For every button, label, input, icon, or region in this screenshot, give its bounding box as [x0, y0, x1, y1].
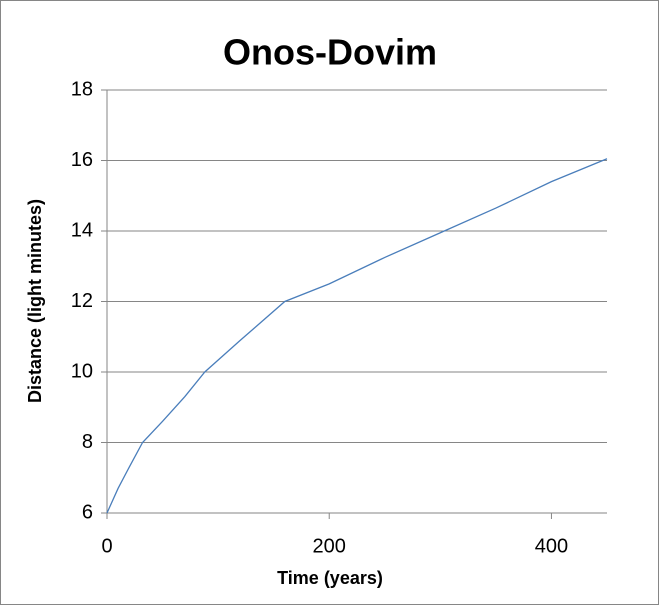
y-tick-label: 14 — [71, 219, 93, 241]
x-tick-label: 400 — [535, 535, 568, 557]
x-tick-label: 0 — [101, 535, 112, 557]
y-tick-label: 18 — [71, 78, 93, 100]
x-axis-label: Time (years) — [277, 568, 383, 588]
y-tick-label: 10 — [71, 360, 93, 382]
x-tick-label: 200 — [313, 535, 346, 557]
y-tick-label: 12 — [71, 290, 93, 312]
y-tick-label: 16 — [71, 149, 93, 171]
data-line — [106, 158, 608, 514]
y-tick-label: 8 — [82, 431, 93, 453]
chart-title: Onos-Dovim — [223, 32, 437, 73]
y-tick-label: 6 — [82, 501, 93, 523]
y-axis-label: Distance (light minutes) — [25, 199, 45, 403]
